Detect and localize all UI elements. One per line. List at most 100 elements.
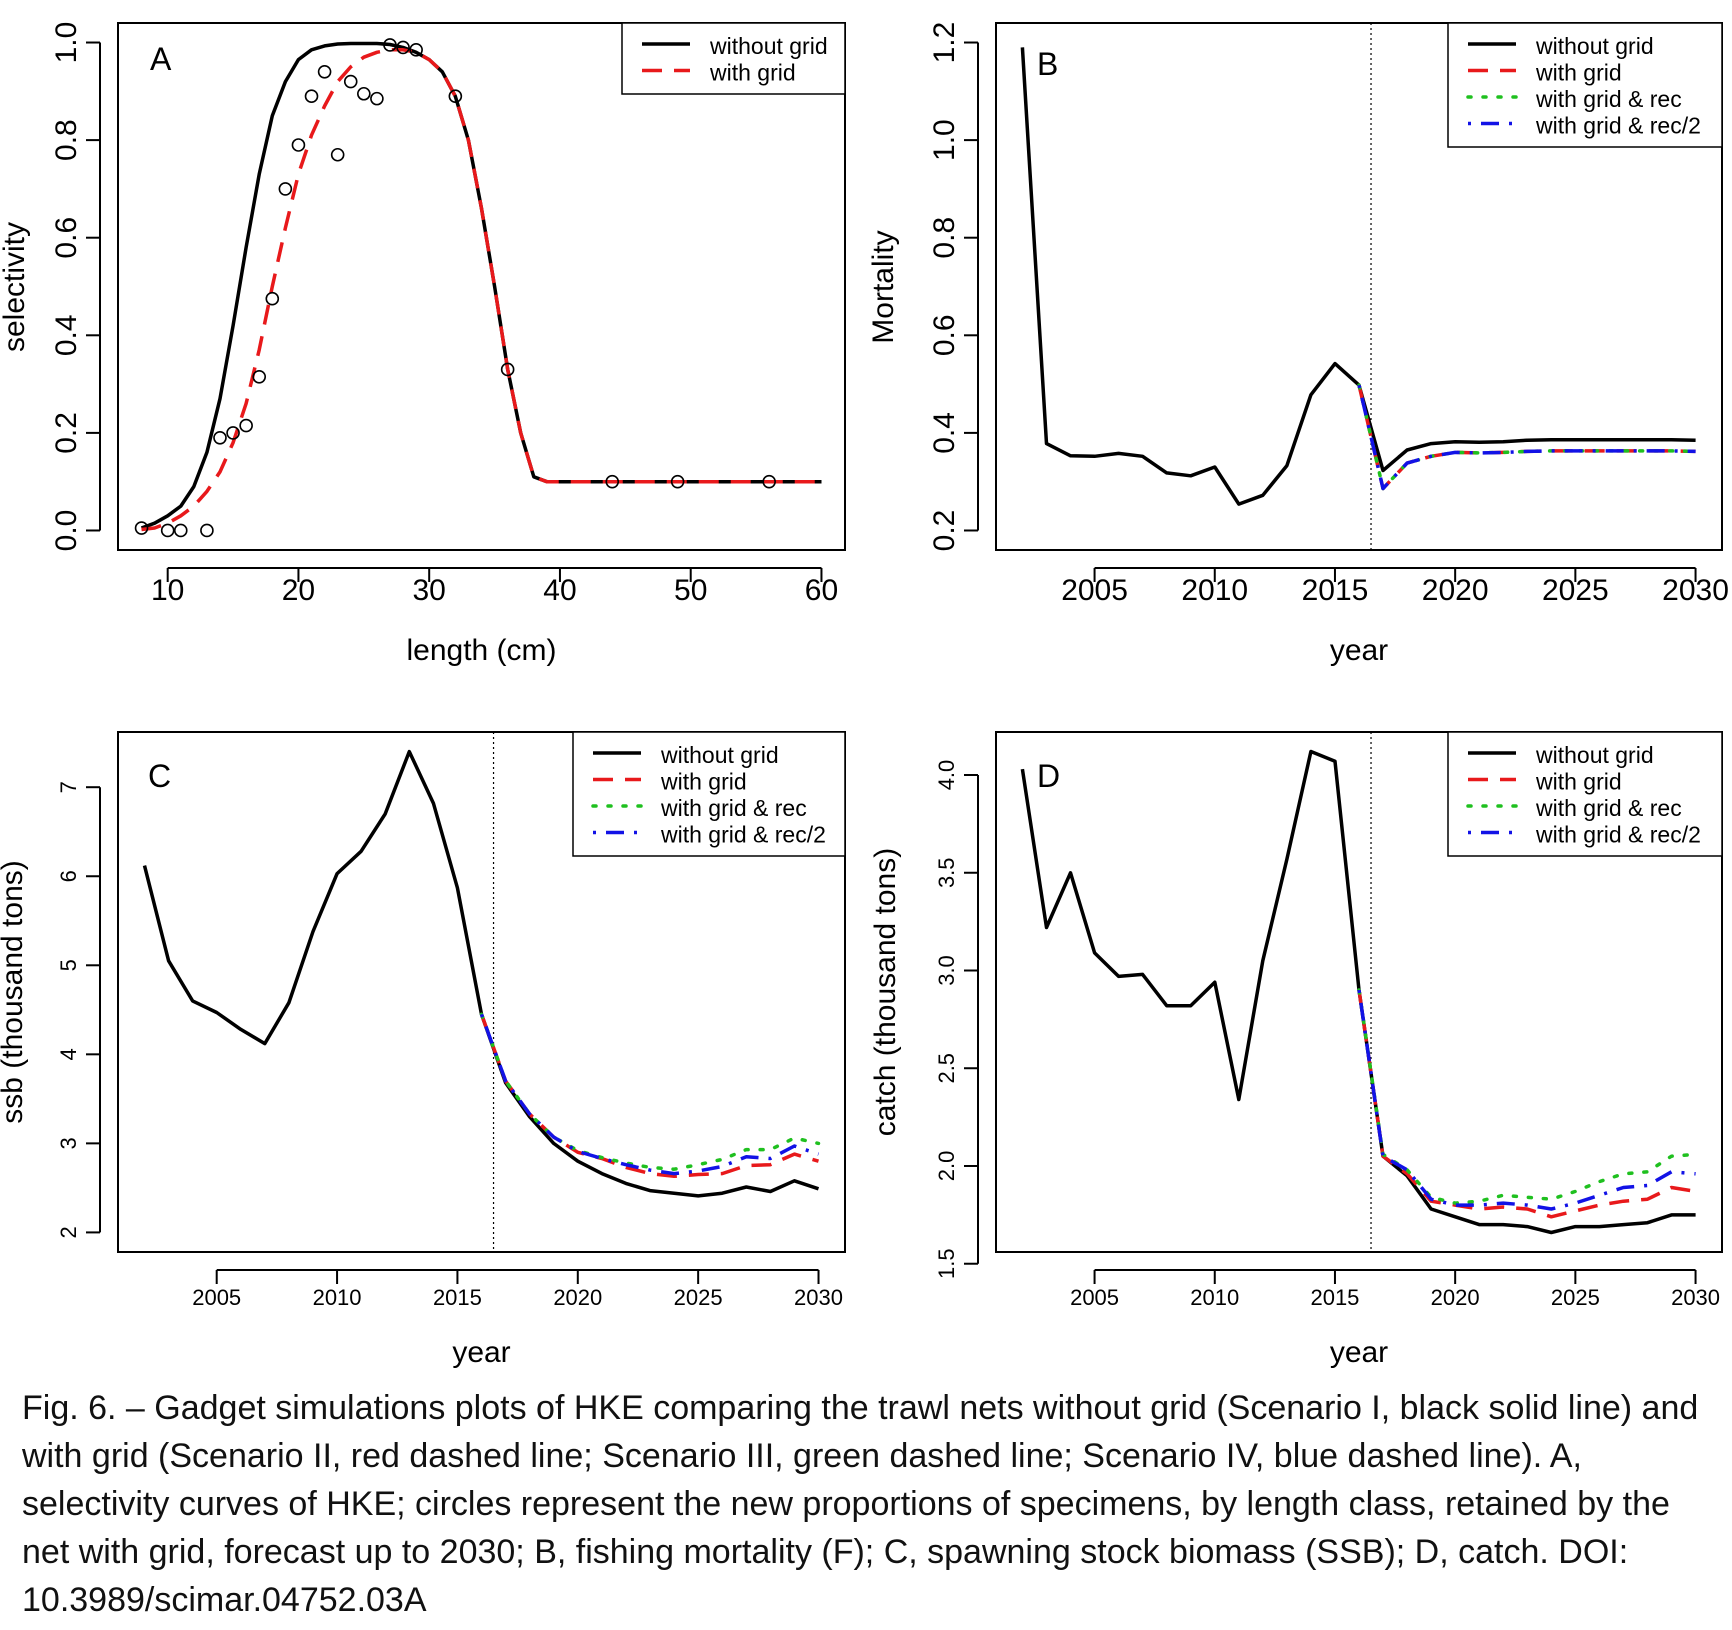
x-tick-label: 2030 [1662,574,1729,607]
data-point [239,418,253,433]
data-point [370,91,384,106]
legend-entry-label: with grid & rec/2 [1535,113,1701,139]
data-point [605,474,620,489]
data-point [200,523,214,538]
panel-label: B [1037,46,1058,82]
series-line-with-grid-rec-2 [1357,384,1696,491]
data-point [252,369,267,384]
data-point [343,74,358,89]
data-point [409,43,423,57]
legend-entry-label: with grid & rec [1535,795,1682,821]
legend-entry-label: with grid & rec/2 [1535,822,1701,848]
data-point [213,430,227,445]
legend-box [621,22,846,95]
y-tick-label: 0.2 [50,412,83,454]
legend-entry-label: with grid [1535,769,1622,795]
data-point [160,523,175,538]
x-tick-label: 20 [282,574,315,607]
x-tick-label: 2030 [1671,1285,1720,1310]
data-point [278,182,293,196]
data-point [670,474,685,489]
data-point [762,474,776,489]
x-tick-label: 2015 [1310,1285,1359,1310]
x-tick-label: 2020 [1431,1285,1480,1310]
legend-entry-label: with grid & rec [1535,86,1682,112]
y-tick-label: 6 [56,870,81,882]
data-point [134,521,149,535]
series-line-without-grid [140,41,822,530]
data-point [304,89,319,103]
series-line-with-grid-rec [479,1012,821,1171]
x-tick-label: 2005 [192,1285,241,1310]
series-line-with-grid-rec [1357,988,1698,1205]
legend-entry-label: with grid [1535,60,1622,86]
panel-label: D [1037,758,1060,794]
y-tick-label: 7 [56,781,81,793]
data-point [330,147,345,162]
x-tick-label: 2015 [1302,574,1369,607]
legend-entry-label: without grid [1535,742,1654,768]
y-tick-label: 2.0 [934,1151,959,1182]
series-line-with-grid [141,48,822,532]
panel-c: 2005 2010 2015 2020 2025 2030 2 3 4 5 6 7 year ssb (t… [0,731,846,1369]
data-point [448,89,463,103]
data-point [357,86,371,101]
data-point [317,64,332,79]
data-point [173,523,188,538]
y-tick-label: 2 [56,1226,81,1238]
y-tick-label: 5 [56,959,81,971]
y-tick-label: 4.0 [934,760,959,791]
series-line-with-grid [1357,384,1696,491]
y-tick-label: 1.0 [50,22,83,64]
series-line-with-grid [1357,989,1696,1219]
x-axis-label: year [1330,1336,1388,1369]
legend-entry-label: with grid [660,769,747,795]
x-tick-label: 2005 [1061,574,1128,607]
x-tick-label: 40 [543,574,576,607]
x-axis-label: year [452,1336,510,1369]
y-axis-label: ssb (thousand tons) [0,860,29,1123]
x-tick-label: 2020 [1422,574,1489,607]
plot-frame [117,22,846,551]
series-line-with-grid-rec-2 [1357,989,1696,1211]
legend-entry-label: without grid [660,742,779,768]
plot-frame [117,731,846,1253]
x-tick-label: 2005 [1070,1285,1119,1310]
y-tick-label: 1.5 [934,1248,959,1279]
x-axis-label: year [1330,634,1388,667]
y-tick-label: 0.8 [50,119,83,161]
y-tick-label: 3.0 [934,955,959,986]
panel-d: 2005 2010 2015 2020 2025 2030 1.5 2.0 2.5 3.0 3.5 4… [869,731,1723,1369]
plot-frame [995,22,1723,551]
y-tick-label: 0.0 [50,510,83,552]
x-tick-label: 2030 [794,1285,843,1310]
x-tick-label: 10 [151,574,184,607]
x-tick-label: 30 [413,574,446,607]
x-tick-label: 2010 [1181,574,1248,607]
y-tick-label: 2.5 [934,1053,959,1084]
y-tick-label: 0.6 [50,217,83,259]
y-tick-label: 3.5 [934,857,959,888]
panel-a: 10 20 30 40 50 60 0.0 0.2 0.4 0.6 0.8 1.0 length (cm… [0,22,846,667]
y-tick-label: 0.6 [928,314,961,356]
legend-entry-label: without grid [709,33,828,59]
x-tick-label: 2010 [313,1285,362,1310]
x-tick-label: 2020 [553,1285,602,1310]
y-tick-label: 0.4 [50,314,83,356]
data-point [500,362,515,377]
legend-entry-label: without grid [1535,33,1654,59]
y-tick-label: 0.4 [928,412,961,454]
legend-entry-label: with grid & rec [660,795,807,821]
y-tick-label: 0.2 [928,510,961,552]
legend-entry-label: with grid [709,60,796,86]
data-point [396,40,410,55]
y-axis-label: Mortality [867,230,900,343]
data-point [226,426,240,440]
x-tick-label: 2025 [674,1285,723,1310]
y-tick-label: 0.8 [928,217,961,259]
x-axis-label: length (cm) [406,634,556,667]
x-tick-label: 2025 [1551,1285,1600,1310]
y-tick-label: 1.2 [928,22,961,64]
data-point [265,291,280,306]
data-point [383,38,397,52]
